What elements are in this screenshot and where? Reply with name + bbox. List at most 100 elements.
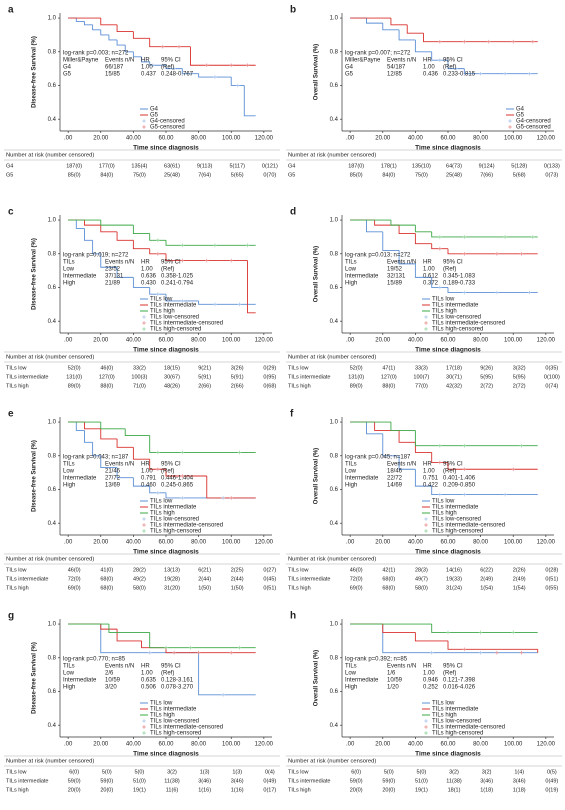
legend-swatch [142,315,146,319]
y-tick-label: 0.8 [330,251,339,257]
legend-label: TILs high-censored [150,529,201,535]
survival-step [447,60,465,70]
survival-step [149,435,256,453]
legend-label: TILs high-censored [432,731,483,737]
risk-cell: 46(0) [68,567,81,573]
censor-mark [245,63,250,68]
annotation-cell: 0.078-3.270 [161,685,194,691]
risk-cell: 2(72) [513,383,526,389]
x-tick-label: .00 [346,338,355,344]
survival-step [100,428,118,440]
risk-cell: 0(73) [545,172,558,178]
x-tick-label: 60.00 [440,338,456,344]
annotation-header: HR [141,664,150,670]
survival-step [431,486,538,495]
risk-cell: 0(133) [544,163,560,169]
risk-cell: 89(0) [68,383,81,389]
risk-cell: 17(18) [446,365,462,371]
survival-step [92,442,101,457]
risk-cell: 0(29) [263,365,276,371]
x-tick-label: 60.00 [158,338,174,344]
censor-mark [245,243,250,248]
annotation-cell: High [63,281,75,287]
censor-mark [196,650,201,655]
x-tick-label: 80.00 [473,742,489,748]
survival-step [165,240,256,246]
risk-cell: 2(26) [513,567,526,573]
annotation-header: 95% CI [443,664,463,670]
censor-mark [478,650,483,655]
risk-cell: 49(7) [415,576,428,582]
y-tick-label: 0.4 [330,117,339,123]
survival-step [414,225,432,233]
risk-cell: 41(0) [100,567,113,573]
annotation-cell: 3/20 [105,685,117,691]
annotation-cell: 0.422 [423,483,439,489]
risk-cell: 1(50) [231,585,244,591]
annotation-text: log-rank p=0.045; n=187 [345,455,411,461]
annotation-cell: Low [345,469,357,475]
survival-step [414,430,538,447]
annotation-cell: 0.436 [423,72,439,78]
censor-mark [519,650,524,655]
annotation-cell: 0.612 [423,274,439,280]
y-tick-label: 0.6 [48,83,57,89]
risk-cell: 20(0) [382,787,395,793]
annotation-cell: Intermediate [63,476,97,482]
censor-mark [454,66,458,71]
annotation-cell: 1.00 [141,267,153,273]
y-axis-label: Disease-free Survival (%) [32,36,38,108]
survival-step [198,652,256,696]
survival-step [124,428,150,436]
censor-mark [172,650,176,655]
annotation-cell: 14/69 [387,483,403,489]
x-tick-label: 20.00 [93,540,109,546]
risk-cell: 5(95) [513,374,526,380]
risk-cell: 5(0) [416,769,426,775]
risk-cell: 28(3) [415,567,428,573]
survival-step [124,45,134,53]
x-tick-label: 100.00 [222,540,241,546]
survival-step [382,433,400,457]
risk-row-label: TILs high [6,787,29,793]
risk-cell: 5(128) [511,163,527,169]
annotation-header: HR [423,462,432,468]
survival-step [116,267,134,278]
annotation-header: Events n/N [387,58,416,64]
survival-step [100,455,118,469]
legend-label: TILs high [432,511,457,517]
risk-row-label: TILs low [6,769,27,775]
annotation-header: TILs [63,664,75,670]
risk-cell: 5(91) [198,374,211,380]
x-tick-label: 60.00 [158,540,174,546]
risk-cell: 30(71) [446,374,462,380]
censor-mark [486,39,491,44]
censor-mark [462,443,467,448]
annotation-cell: (Ref) [161,671,174,677]
x-tick-label: .00 [346,540,355,546]
y-tick-label: 1.0 [48,16,57,22]
risk-cell: 9(113) [197,163,213,169]
risk-cell: 0(19) [545,787,558,793]
annotation-cell: (Ref) [161,65,174,71]
survival-step [431,243,448,250]
panel-label: c [8,207,14,218]
censor-mark [438,39,442,44]
x-tick-label: 20.00 [375,136,391,142]
annotation-cell: High [63,685,75,691]
risk-cell: 18(1) [448,787,461,793]
risk-cell: 68(0) [100,576,113,582]
y-tick-label: 0.6 [330,83,339,89]
censor-mark [237,645,242,650]
y-tick-label: 0.8 [48,49,57,55]
risk-cell: 2(44) [231,576,244,582]
annotation-cell: 0.241-0.794 [161,281,194,287]
censor-mark [495,650,499,655]
censor-mark [462,290,467,295]
legend-label: TILs low-censored [150,517,199,523]
survival-step [198,300,256,305]
survival-step [206,476,256,499]
annotation-header: Events n/N [105,664,134,670]
x-axis-label: Time since diagnosis [415,145,481,152]
risk-cell: 68(0) [382,576,395,582]
